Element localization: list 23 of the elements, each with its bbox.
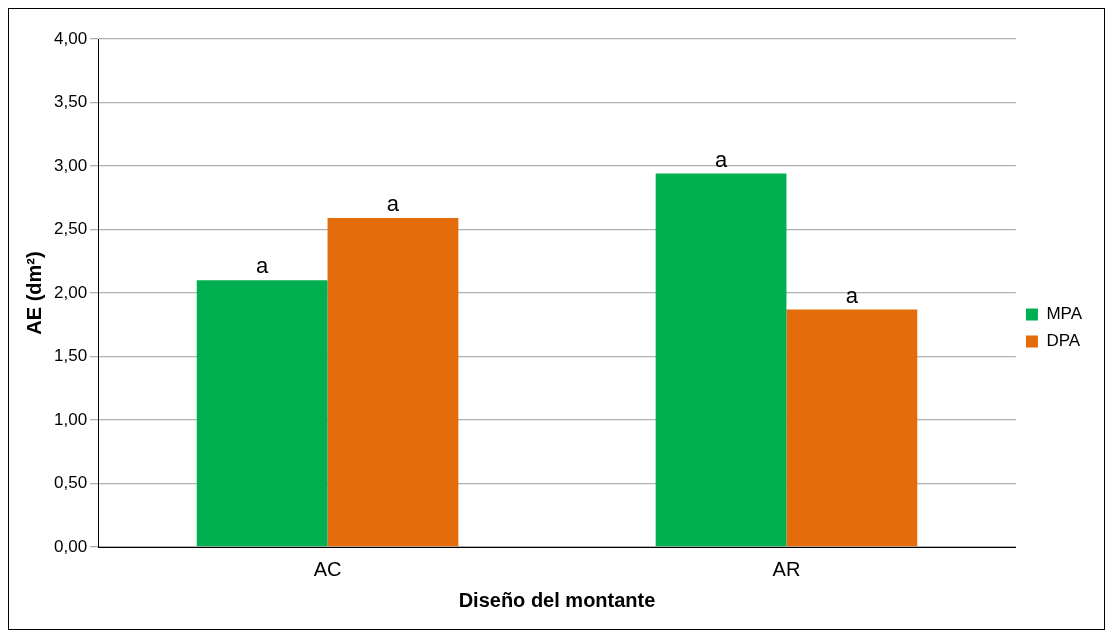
annotation: a (714, 146, 728, 172)
y-tick-label: 2,00 (53, 282, 88, 302)
bar (786, 309, 918, 547)
x-tick-label: AR (772, 557, 801, 580)
legend-label: DPA (1046, 331, 1081, 351)
annotation: a (845, 282, 859, 308)
annotation: a (386, 191, 400, 217)
legend-label: MPA (1046, 304, 1083, 324)
y-tick-label: 3,00 (53, 155, 88, 175)
y-tick-label: 2,50 (53, 219, 88, 239)
x-tick-label: AC (313, 557, 342, 580)
bar (327, 218, 459, 547)
bar (655, 173, 787, 547)
y-tick-label: 3,50 (53, 92, 88, 112)
bar (196, 280, 328, 547)
x-axis-title: Diseño del montante (458, 588, 656, 611)
y-tick-label: 0,50 (53, 473, 88, 493)
y-tick-label: 1,50 (53, 346, 88, 366)
y-tick-label: 1,00 (53, 409, 88, 429)
y-tick-label: 4,00 (53, 28, 88, 48)
y-tick-label: 0,00 (53, 536, 88, 556)
y-axis-title: AE (dm²) (22, 251, 45, 335)
annotation: a (256, 253, 270, 279)
